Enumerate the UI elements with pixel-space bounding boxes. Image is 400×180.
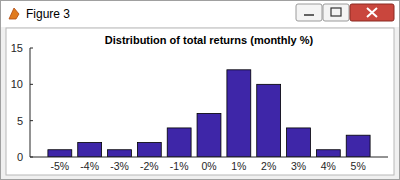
window-frame bbox=[1, 1, 400, 180]
bar bbox=[48, 150, 72, 157]
x-tick-label: 2% bbox=[261, 160, 276, 172]
x-tick-label: 0% bbox=[201, 160, 216, 172]
y-tick bbox=[30, 157, 33, 158]
x-tick-label: -3% bbox=[110, 160, 129, 172]
y-axis bbox=[30, 48, 31, 157]
y-tick bbox=[30, 48, 33, 49]
bar bbox=[108, 150, 132, 157]
y-tick-label: 15 bbox=[11, 42, 23, 54]
y-tick bbox=[30, 120, 33, 121]
x-tick-label: 4% bbox=[321, 160, 336, 172]
bar bbox=[227, 70, 251, 157]
bar bbox=[316, 150, 340, 157]
bar bbox=[137, 142, 161, 157]
minimize-button[interactable] bbox=[296, 4, 322, 21]
bars bbox=[48, 70, 370, 157]
x-axis bbox=[30, 157, 388, 158]
bar bbox=[287, 128, 311, 157]
x-tick-label: -5% bbox=[50, 160, 69, 172]
maximize-glyph bbox=[331, 8, 341, 16]
bar bbox=[78, 142, 102, 157]
x-tick-label: 3% bbox=[291, 160, 306, 172]
bar bbox=[346, 135, 370, 157]
x-tick-label: -2% bbox=[140, 160, 159, 172]
bar bbox=[257, 84, 281, 157]
bar bbox=[167, 128, 191, 157]
y-tick bbox=[30, 84, 33, 85]
chart-title: Distribution of total returns (monthly %… bbox=[105, 34, 314, 46]
window-title: Figure 3 bbox=[26, 7, 70, 21]
close-button[interactable] bbox=[350, 4, 394, 21]
x-tick-label: 1% bbox=[231, 160, 246, 172]
y-tick-label: 10 bbox=[11, 78, 23, 90]
y-tick-label: 5 bbox=[17, 115, 23, 127]
window-icon bbox=[9, 8, 19, 19]
x-tick-label: -4% bbox=[80, 160, 99, 172]
close-glyph bbox=[367, 8, 377, 17]
x-tick-label: 5% bbox=[351, 160, 366, 172]
title-bar bbox=[1, 1, 399, 27]
minimize-glyph bbox=[304, 14, 314, 16]
y-tick-label: 0 bbox=[17, 151, 23, 163]
x-tick-label: -1% bbox=[170, 160, 189, 172]
figure: Figure 3 Distribution of total returns (m… bbox=[0, 0, 400, 180]
figure-area bbox=[6, 28, 394, 175]
maximize-button[interactable] bbox=[323, 4, 349, 21]
bar bbox=[197, 113, 221, 157]
